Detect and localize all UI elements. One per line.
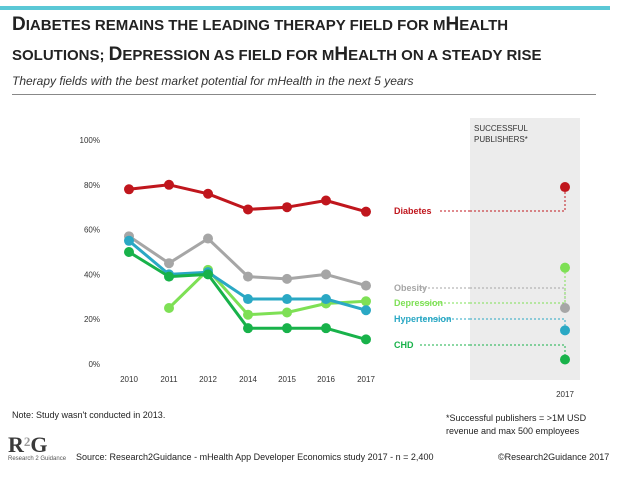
logo-subtitle: Research 2 Guidance xyxy=(8,456,67,462)
x-tick-label: 2015 xyxy=(278,375,296,384)
data-point-diabetes xyxy=(361,206,371,217)
y-tick-label: 20% xyxy=(84,315,100,324)
data-point-diabetes xyxy=(203,188,213,199)
panel-title: SUCCESSFUL xyxy=(474,124,528,133)
subtitle-rule xyxy=(12,94,596,95)
data-point-depression xyxy=(361,296,371,307)
data-point-chd xyxy=(243,323,253,334)
data-point-depression xyxy=(282,307,292,318)
series-label-depression: Depression xyxy=(394,298,443,308)
publisher-point-depression xyxy=(560,262,570,273)
series-label-diabetes: Diabetes xyxy=(394,206,432,216)
title-fragment: IABETES REMAINS THE LEADING THERAPY FIEL… xyxy=(25,17,446,34)
publishers-panel xyxy=(470,118,580,380)
title-fragment: EALTH ON A STEADY RISE xyxy=(348,47,542,64)
publisher-point-obesity xyxy=(560,303,570,313)
series-label-chd: CHD xyxy=(394,340,414,350)
panel-title: PUBLISHERS* xyxy=(474,135,528,144)
data-point-chd xyxy=(124,247,134,257)
x-tick-label: 2012 xyxy=(199,375,217,384)
data-point-obesity xyxy=(164,258,174,269)
subtitle: Therapy fields with the best market pote… xyxy=(12,74,414,88)
data-point-diabetes xyxy=(124,184,134,195)
data-point-hypertension xyxy=(243,294,253,305)
x-tick-label: 2010 xyxy=(120,375,138,384)
y-tick-label: 40% xyxy=(84,270,100,279)
data-point-hypertension xyxy=(361,305,371,316)
title-fragment: EALTH xyxy=(459,17,509,34)
title-line-2: SOLUTIONS; DEPRESSION AS FIELD FOR MHEAL… xyxy=(12,44,541,66)
y-tick-label: 60% xyxy=(84,226,100,235)
data-point-hypertension xyxy=(124,235,134,246)
x-tick-label: 2016 xyxy=(317,375,335,384)
data-point-chd xyxy=(321,323,331,334)
footnote: *Successful publishers = >1M USD revenue… xyxy=(446,413,587,436)
data-point-chd xyxy=(282,323,292,334)
y-tick-label: 0% xyxy=(88,360,100,369)
data-point-obesity xyxy=(243,271,253,282)
title-line-1: DIABETES REMAINS THE LEADING THERAPY FIE… xyxy=(12,14,508,36)
title-fragment: H xyxy=(334,44,349,65)
data-point-diabetes xyxy=(243,204,253,215)
publisher-point-diabetes xyxy=(560,182,570,193)
data-point-chd xyxy=(203,269,213,280)
publisher-point-hypertension xyxy=(560,325,570,336)
title-fragment: H xyxy=(445,14,460,35)
data-point-chd xyxy=(164,271,174,282)
series-label-hypertension: Hypertension xyxy=(394,314,452,324)
copyright: ©Research2Guidance 2017 xyxy=(498,452,610,462)
x-tick-label: 2011 xyxy=(160,375,178,384)
series-label-obesity: Obesity xyxy=(394,283,427,293)
title-fragment: D xyxy=(108,44,123,65)
title-fragment: D xyxy=(12,14,26,35)
y-tick-label: 80% xyxy=(84,181,100,190)
data-point-obesity xyxy=(361,280,371,291)
data-point-obesity xyxy=(282,273,292,284)
data-point-obesity xyxy=(321,269,331,280)
data-point-hypertension xyxy=(282,294,292,305)
data-point-diabetes xyxy=(164,179,174,190)
data-point-depression xyxy=(164,303,174,313)
publisher-point-chd xyxy=(560,354,570,365)
logo: R2G Research 2 Guidance xyxy=(8,432,66,462)
data-point-diabetes xyxy=(321,195,331,206)
note: Note: Study wasn't conducted in 2013. xyxy=(12,410,166,420)
top-accent-rule xyxy=(0,6,610,10)
data-point-obesity xyxy=(203,233,213,244)
x-tick-label: 2014 xyxy=(239,375,257,384)
data-point-diabetes xyxy=(282,202,292,213)
data-point-chd xyxy=(361,334,371,345)
logo-mark: R2G xyxy=(8,432,48,457)
x-tick-label: 2017 xyxy=(556,390,574,399)
source: Source: Research2Guidance - mHealth App … xyxy=(76,452,434,462)
data-point-hypertension xyxy=(321,294,331,305)
data-point-depression xyxy=(243,309,253,320)
title-fragment: EPRESSION AS FIELD FOR M xyxy=(122,47,335,64)
y-tick-label: 100% xyxy=(80,136,100,145)
x-tick-label: 2017 xyxy=(357,375,375,384)
title-fragment: SOLUTIONS; xyxy=(12,47,109,64)
